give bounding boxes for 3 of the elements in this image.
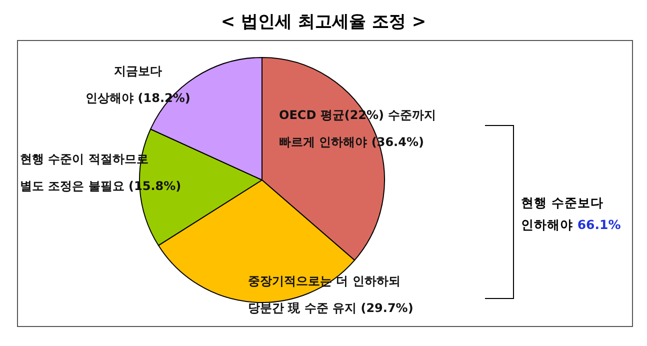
text: 현행 수준보다 인하해야 66.1%: [521, 194, 621, 234]
slice-label: 중장기적으로는 더 인하하되 당분간 現 수준 유지 (29.7%): [248, 274, 414, 316]
chart-title: < 법인세 최고세율 조정 >: [220, 11, 428, 33]
